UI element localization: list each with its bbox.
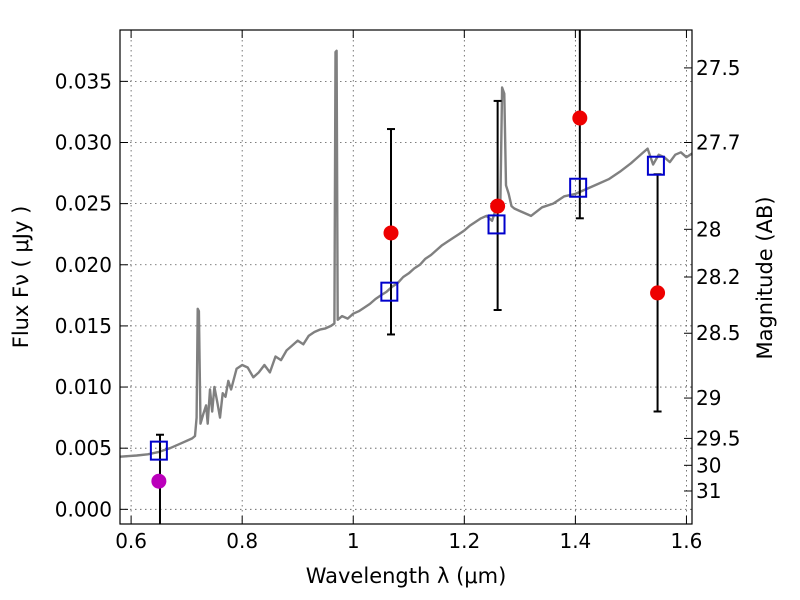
model-square-marker [149,440,168,461]
spectrum-line [119,49,693,458]
model-square-marker [487,214,506,235]
y2-tick-label: 29.5 [696,426,741,450]
x-tick-label: 1 [347,529,360,553]
y-tick-label: 0.030 [55,130,112,154]
x-tick-label: 1.2 [448,529,480,553]
y-tick-label: 0.020 [55,253,112,277]
y-tick-label: 0.010 [55,375,112,399]
model-square-marker [646,155,665,176]
model-square-marker [380,281,399,302]
y2-tick-label: 27.5 [696,56,741,80]
observed-circle-marker [151,473,167,489]
observed-circle-marker [490,198,506,214]
x-tick-label: 0.8 [226,529,258,553]
y2-axis-title: Magnitude (AB) [753,196,777,359]
y2-tick-label: 28.2 [696,265,741,289]
observed-circle-marker [383,225,399,241]
grid-lines [120,30,692,524]
y2-tick-label: 31 [696,479,721,503]
plot-frame [119,29,693,525]
model-square-marker [569,177,588,198]
y-axis-title: Flux Fν ( μJy ) [9,206,33,349]
observed-circle-marker [572,110,588,126]
tick-layer: 0.6 0.8 1 1.2 1.4 1.6 0.000 0.005 0.010 0.015 0.02… [55,30,741,553]
y2-tick-label: 29 [696,386,721,410]
y-tick-label: 0.005 [55,436,112,460]
x-tick-label: 0.6 [115,529,147,553]
spectrum-layer [119,49,693,458]
y2-tick-label: 30 [696,453,721,477]
observed-circle-marker [650,285,666,301]
marker-layer [149,110,666,489]
errorbar-layer [155,30,662,524]
y2-tick-label: 28.5 [696,321,741,345]
y-tick-label: 0.035 [55,69,112,93]
x-axis-title: Wavelength λ (μm) [306,564,507,588]
y-tick-label: 0.000 [55,497,112,521]
x-tick-label: 1.6 [671,529,703,553]
y2-tick-label: 27.7 [696,130,741,154]
y-tick-label: 0.015 [55,314,112,338]
y2-tick-label: 28 [696,217,721,241]
y-tick-label: 0.025 [55,192,112,216]
x-tick-label: 1.4 [559,529,591,553]
